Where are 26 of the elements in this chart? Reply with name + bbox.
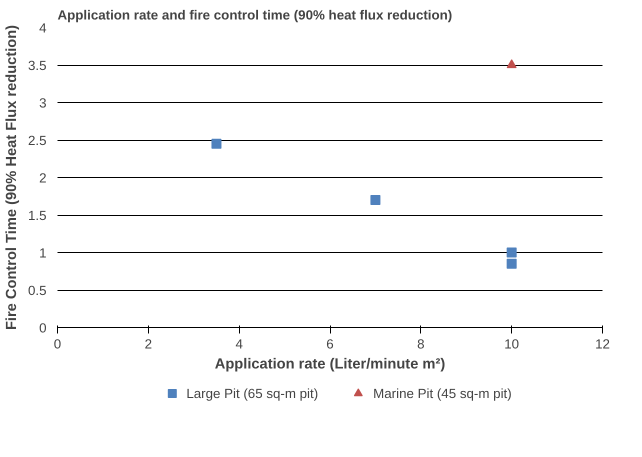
point bbox=[370, 195, 380, 205]
chart-title: Application rate and fire control time (90% heat flux reduction) bbox=[58, 8, 452, 22]
x-tick-label: 2 bbox=[144, 336, 152, 352]
x-tick-label: 12 bbox=[595, 336, 610, 352]
y-tick-label: 0.5 bbox=[28, 283, 47, 298]
legend-label: Large Pit (65 sq-m pit) bbox=[186, 386, 318, 400]
point bbox=[211, 138, 222, 149]
y-tick-label: 3 bbox=[39, 96, 47, 110]
y-tick-label: 2.5 bbox=[28, 133, 47, 148]
y-tick-label: 2 bbox=[39, 170, 47, 186]
x-axis-title: Application rate (Liter/minute m²) bbox=[214, 356, 446, 372]
point bbox=[506, 248, 517, 258]
y-tick-label: 1.5 bbox=[28, 208, 47, 223]
legend-label: Marine Pit (45 sq-m pit) bbox=[373, 386, 512, 400]
y-tick-label: 3.5 bbox=[28, 58, 47, 73]
x-tick-label: 6 bbox=[326, 336, 334, 352]
x-tick-label: 4 bbox=[235, 336, 244, 352]
y-axis-title: Fire Control Time (90% Heat Flux reduction) bbox=[4, 24, 20, 330]
point bbox=[506, 59, 517, 68]
x-tick-label: 0 bbox=[54, 336, 62, 352]
x-tick-label: 10 bbox=[504, 336, 520, 352]
x-tick-label: 8 bbox=[417, 336, 425, 352]
point bbox=[506, 258, 517, 269]
y-tick-label: 4 bbox=[39, 20, 48, 36]
y-tick-label: 1 bbox=[39, 246, 47, 260]
y-tick-label: 0 bbox=[39, 320, 47, 336]
